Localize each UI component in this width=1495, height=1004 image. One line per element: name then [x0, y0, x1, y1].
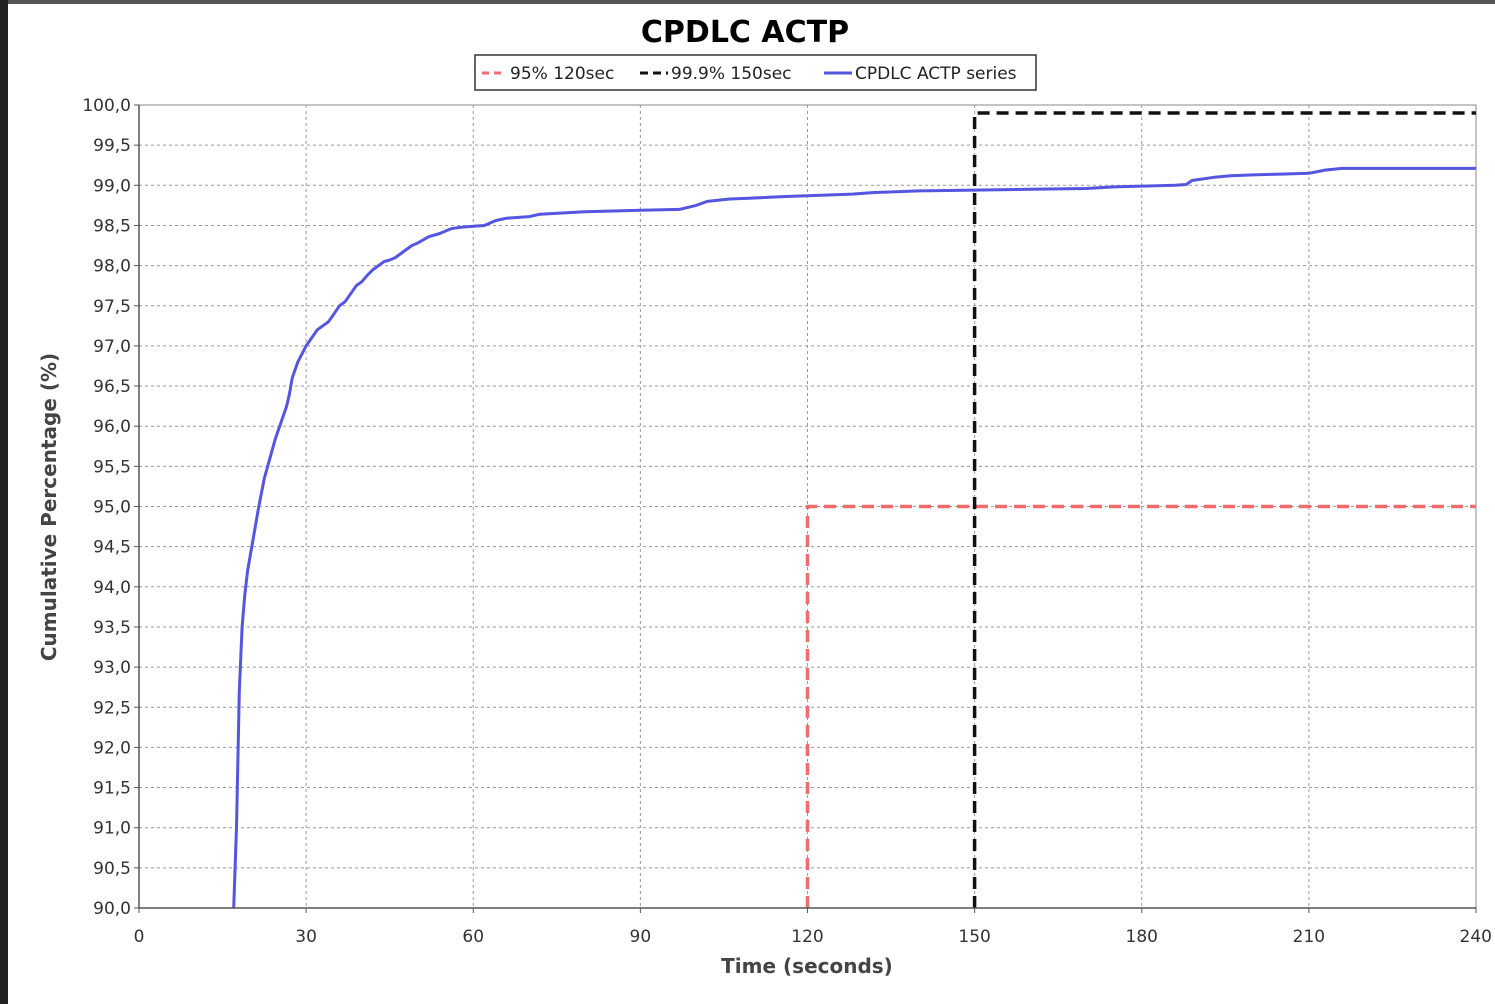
y-axis-label: Cumulative Percentage (%) — [37, 353, 61, 661]
y-tick-label: 97,0 — [93, 337, 131, 357]
legend-item-cpdlc-actp: CPDLC ACTP series — [824, 64, 1017, 84]
y-tick-label: 91,5 — [93, 779, 131, 799]
x-tick-label: 240 — [1460, 927, 1492, 947]
legend-label-99-9-150: 99.9% 150sec — [671, 64, 792, 84]
y-axis-ticks: 90,0 90,5 91,0 91,5 92,0 92,5 93,0 93,5 94,0 94,5… — [82, 96, 139, 919]
y-tick-label: 99,5 — [93, 136, 131, 156]
y-tick-label: 95,5 — [93, 457, 131, 477]
series-layer — [232, 111, 1476, 909]
threshold-95-120-line — [805, 504, 1476, 908]
x-tick-label: 150 — [958, 927, 990, 947]
x-tick-label: 30 — [295, 927, 317, 947]
y-tick-label: 98,5 — [93, 216, 131, 236]
y-tick-label: 92,5 — [93, 698, 131, 718]
legend-item-95-120: 95% 120sec — [482, 64, 614, 84]
window-top-edge — [8, 0, 1495, 4]
window-left-edge — [0, 0, 8, 1004]
y-tick-label: 96,0 — [93, 417, 131, 437]
x-axis-ticks: 0 30 60 90 120 150 180 210 240 — [134, 908, 1492, 947]
y-tick-label: 100,0 — [82, 96, 131, 116]
y-tick-label: 95,0 — [93, 498, 131, 518]
y-tick-label: 94,5 — [93, 538, 131, 558]
grid-lines — [139, 105, 1476, 908]
y-tick-label: 93,0 — [93, 658, 131, 678]
threshold-99-9-150-line — [972, 111, 1476, 908]
x-tick-label: 180 — [1126, 927, 1158, 947]
x-tick-label: 60 — [462, 927, 484, 947]
cpdlc-actp-series-line — [232, 166, 1476, 909]
x-tick-label: 90 — [630, 927, 652, 947]
legend-label-95-120: 95% 120sec — [510, 64, 614, 84]
y-tick-label: 90,0 — [93, 899, 131, 919]
x-axis-label: Time (seconds) — [721, 954, 893, 978]
y-tick-label: 92,0 — [93, 738, 131, 758]
legend-box — [474, 54, 1037, 91]
y-tick-label: 98,0 — [93, 257, 131, 277]
y-tick-label: 93,5 — [93, 618, 131, 638]
y-tick-label: 90,5 — [93, 859, 131, 879]
y-tick-label: 94,0 — [93, 578, 131, 598]
y-tick-label: 99,0 — [93, 176, 131, 196]
chart-title: CPDLC ACTP — [641, 15, 849, 50]
y-tick-label: 96,5 — [93, 377, 131, 397]
x-tick-label: 210 — [1293, 927, 1325, 947]
chart-legend: 95% 120sec 99.9% 150sec CPDLC ACTP serie… — [474, 54, 1037, 91]
legend-item-99-9-150: 99.9% 150sec — [640, 64, 792, 84]
x-tick-label: 120 — [791, 927, 823, 947]
legend-label-cpdlc-actp: CPDLC ACTP series — [855, 64, 1017, 84]
y-tick-label: 97,5 — [93, 297, 131, 317]
x-tick-label: 0 — [134, 927, 145, 947]
y-tick-label: 91,0 — [93, 819, 131, 839]
